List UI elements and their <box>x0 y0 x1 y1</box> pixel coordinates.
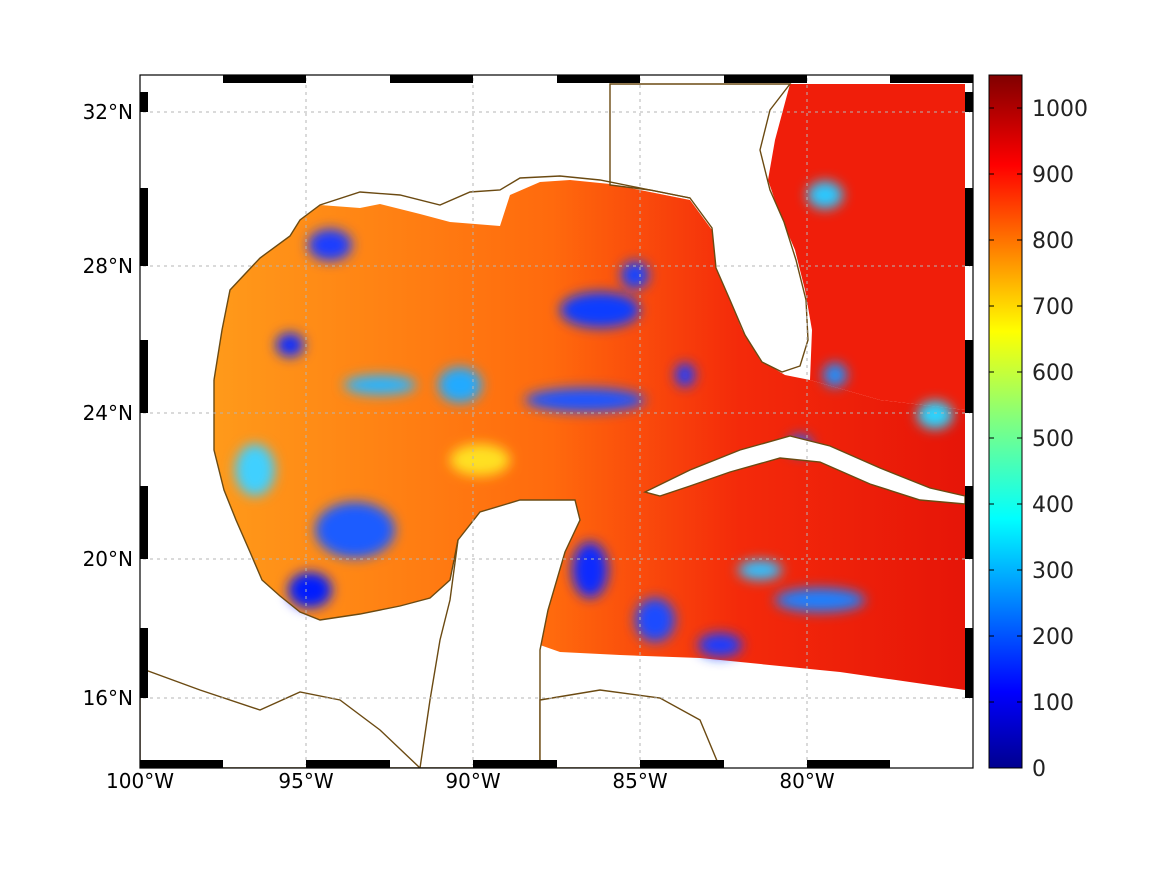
colorbar-tick-label: 400 <box>1032 493 1074 518</box>
colorbar-tick-label: 100 <box>1032 691 1074 716</box>
y-axis: 32°N 28°N 24°N 20°N 16°N <box>83 100 133 710</box>
colorbar-tick-label: 1000 <box>1032 97 1088 122</box>
map-frame <box>139 74 974 769</box>
x-tick-label: 95°W <box>278 769 333 793</box>
honduras-coast <box>539 689 721 768</box>
colorbar-tick-label: 200 <box>1032 625 1074 650</box>
colorbar-tick-label: 500 <box>1032 427 1074 452</box>
mexico-gulf-coast <box>213 380 459 621</box>
y-tick-label: 28°N <box>83 254 133 278</box>
colorbar-tick-label: 600 <box>1032 361 1074 386</box>
colorbar-tick-label: 900 <box>1032 163 1074 188</box>
x-tick-label: 80°W <box>779 769 834 793</box>
colorbar-tick-label: 300 <box>1032 559 1074 584</box>
colorbar-tick-label: 800 <box>1032 229 1074 254</box>
coastline-layer <box>140 83 966 768</box>
y-tick-label: 20°N <box>83 547 133 571</box>
colorbar-tick-label: 0 <box>1032 757 1046 782</box>
x-tick-label: 100°W <box>106 769 174 793</box>
field-atlantic <box>768 84 965 410</box>
florida-peninsula <box>609 83 809 373</box>
central-america <box>140 667 422 768</box>
x-axis: 100°W 95°W 90°W 85°W 80°W <box>106 769 835 793</box>
field-gulf <box>214 180 965 690</box>
x-tick-label: 85°W <box>612 769 667 793</box>
north-gulf-coast <box>213 175 691 381</box>
y-tick-label: 24°N <box>83 401 133 425</box>
y-tick-label: 32°N <box>83 100 133 124</box>
low-value-features <box>235 181 953 657</box>
colorbar-tick-label: 700 <box>1032 295 1074 320</box>
gridlines <box>143 78 970 765</box>
colorbar-gradient <box>988 74 1023 769</box>
y-tick-label: 16°N <box>83 686 133 710</box>
x-tick-label: 90°W <box>445 769 500 793</box>
